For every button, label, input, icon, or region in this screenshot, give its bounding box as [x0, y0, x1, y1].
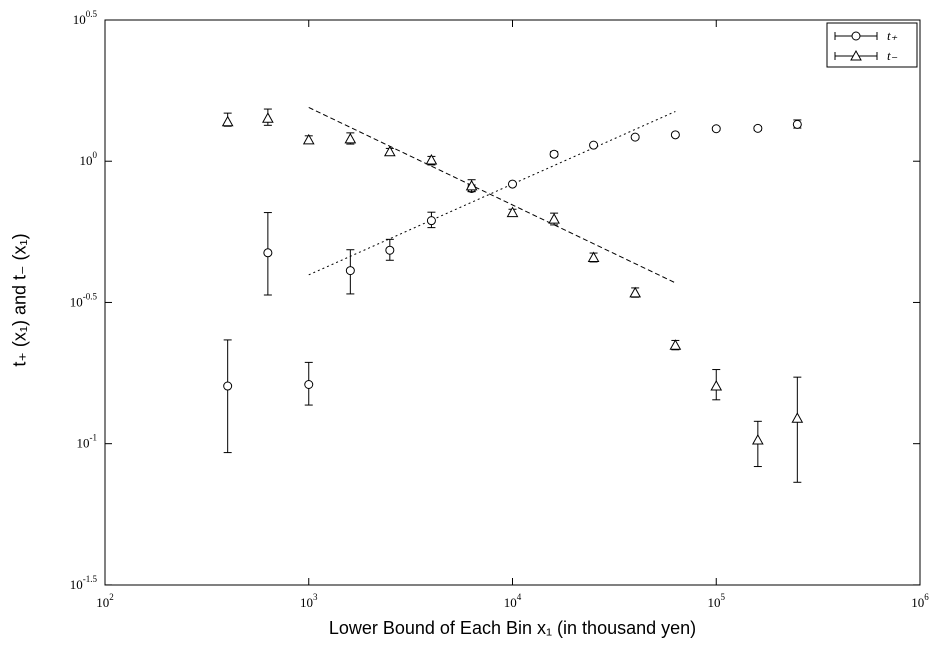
x-axis-ticks: 102 103 104 105 106 [96, 20, 929, 610]
data-point-triangle [425, 153, 438, 165]
fit-lines [308, 107, 676, 284]
data-point-triangle [262, 112, 274, 123]
data-point-triangle [791, 412, 804, 423]
data-point-circle [711, 124, 721, 134]
data-point-triangle [548, 213, 560, 224]
legend-marker [850, 49, 862, 61]
data-point-triangle [710, 379, 723, 391]
y-axis-label: t₊ (x₁) and t₋ (x₁) [9, 233, 30, 367]
data-point-circle [508, 179, 517, 189]
x-tick-label: 106 [911, 592, 929, 610]
y-tick-label: 100.5 [73, 9, 98, 27]
x-tick-label: 104 [504, 592, 522, 610]
data-point-circle [549, 149, 559, 159]
data-point-triangle [506, 206, 519, 218]
data-point-circle [385, 245, 395, 255]
y-tick-label: 10-1 [77, 433, 98, 451]
fit-line-t-minus [308, 107, 676, 284]
series-t-minus [221, 108, 804, 483]
data-point-circle [345, 266, 355, 276]
fit-line-t-plus [308, 111, 676, 276]
data-point-triangle [344, 132, 357, 144]
x-axis-label: Lower Bound of Each Bin x₁ (in thousand … [328, 618, 697, 638]
data-point-triangle [465, 179, 478, 191]
data-point-triangle [221, 115, 234, 127]
data-point-triangle [669, 339, 682, 350]
x-tick-label: 103 [300, 592, 318, 610]
x-tick-label: 105 [708, 592, 726, 610]
y-tick-label: 10-0.5 [70, 291, 98, 309]
legend-marker [851, 31, 861, 41]
data-point-triangle [383, 145, 396, 157]
data-point-triangle [629, 286, 642, 298]
data-point-circle [304, 380, 314, 390]
legend-box [826, 22, 918, 68]
plot-frame [104, 19, 921, 586]
y-tick-label: 100 [80, 150, 98, 168]
data-series [221, 108, 804, 483]
series-t-plus [223, 119, 802, 454]
y-tick-label: 10-1.5 [70, 574, 98, 592]
data-point-circle [589, 140, 599, 150]
data-point-circle [426, 216, 436, 226]
data-point-circle [223, 381, 233, 391]
y-axis-ticks: 100.5 100 10-0.5 10-1 10-1.5 [70, 9, 920, 592]
data-point-circle [792, 119, 802, 129]
data-point-triangle [302, 133, 315, 145]
data-point-triangle [587, 251, 600, 263]
data-point-circle [263, 248, 273, 258]
legend-label: t₊ [887, 28, 898, 43]
data-point-circle [630, 132, 640, 142]
data-point-circle [670, 130, 680, 140]
x-tick-label: 102 [96, 592, 114, 610]
data-point-triangle [751, 434, 764, 445]
plot-border [104, 19, 921, 586]
legend-label: t₋ [887, 48, 898, 63]
data-point-circle [753, 123, 763, 133]
legend: t₊ t₋ [826, 22, 918, 68]
